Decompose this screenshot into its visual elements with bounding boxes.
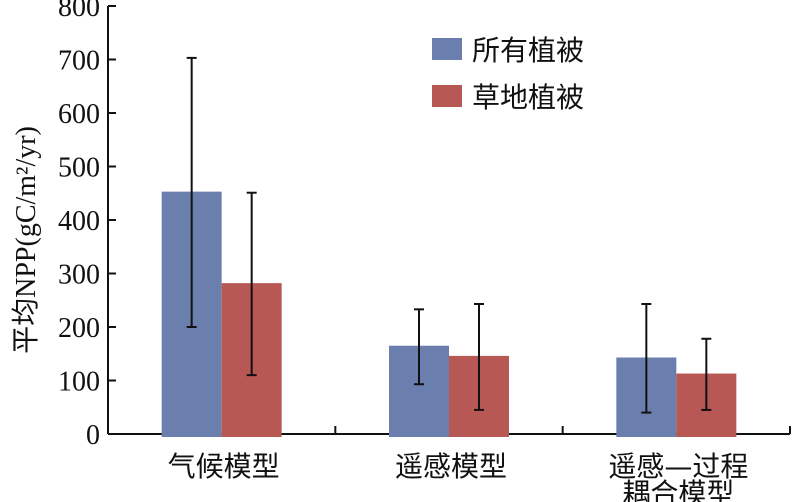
legend-swatch [432,38,462,60]
legend-swatch [432,85,462,107]
y-tick-label: 300 [58,260,100,291]
category-label: 气候模型 [168,450,280,483]
y-tick-label: 500 [58,153,100,184]
y-tick-label: 200 [58,313,100,344]
y-tick-label: 600 [58,99,100,130]
category-label: 耦合模型 [622,477,734,502]
y-tick-label: 700 [58,46,100,77]
legend-label: 草地植被 [472,81,584,114]
bars [161,191,737,437]
y-tick-label: 100 [58,367,100,398]
y-tick-label: 400 [58,206,100,237]
y-axis-title: 平均NPP(gC/m²/yr) [10,126,42,354]
y-tick-label: 0 [86,420,100,451]
y-tick-label: 800 [58,0,100,23]
category-label: 遥感模型 [395,450,507,483]
legend-label: 所有植被 [472,34,584,67]
y-axis: 0 100 200 300 400 500 600 700 800 [58,0,116,451]
error-bars [186,56,712,414]
category-label: 遥感—过程 [608,450,748,483]
